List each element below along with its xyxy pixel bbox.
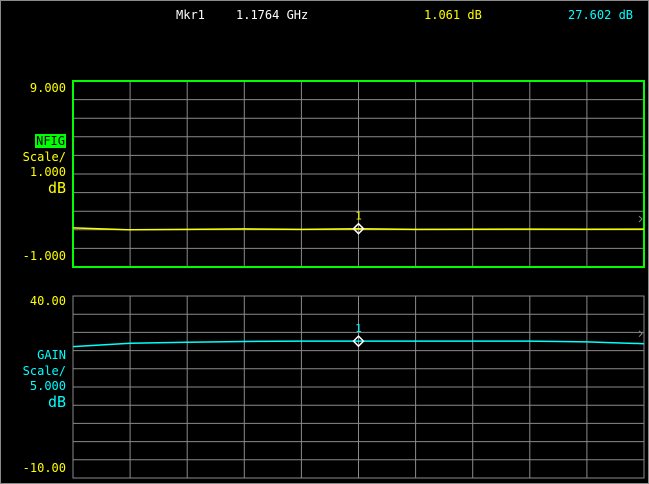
nfig-panel-border <box>72 80 645 268</box>
gain-panel-border <box>72 295 645 479</box>
gain-bottom-ref: -10.00 <box>22 461 66 475</box>
marker-label: Mkr1 <box>176 8 205 22</box>
gain-marker-number: 1 <box>355 322 362 335</box>
nfig-marker-diamond <box>352 222 365 235</box>
nfig-scale-label: Scale/ <box>22 150 66 164</box>
nfig-unit: dB <box>47 179 66 197</box>
nfig-trace-line <box>72 227 645 231</box>
nfig-trace-name[interactable]: NFIG <box>4 134 66 148</box>
nfig-marker-number: 1 <box>355 210 362 223</box>
gain-top-ref: 40.00 <box>29 294 66 308</box>
gain-scale-value: 5.000 <box>29 379 66 393</box>
gain-reference-arrow <box>638 330 643 338</box>
gain-trace-name[interactable]: GAIN <box>37 348 66 362</box>
gain-unit: dB <box>47 393 66 411</box>
gain-marker-diamond <box>352 335 365 348</box>
marker-frequency: 1.1764 GHz <box>236 8 309 22</box>
gain-scale-label: Scale/ <box>22 364 66 378</box>
nfig-marker-value: 1.061 dB <box>424 8 482 22</box>
nfig-trace-name-text: NFIG <box>35 134 66 148</box>
gain-trace-line <box>72 340 645 348</box>
gain-marker-value: 27.602 dB <box>568 8 634 22</box>
nfig-bottom-ref: -1.000 <box>22 249 66 263</box>
nfig-scale-value: 1.000 <box>29 165 66 179</box>
nfig-reference-arrow <box>638 215 643 223</box>
nfig-top-ref: 9.000 <box>29 81 66 95</box>
